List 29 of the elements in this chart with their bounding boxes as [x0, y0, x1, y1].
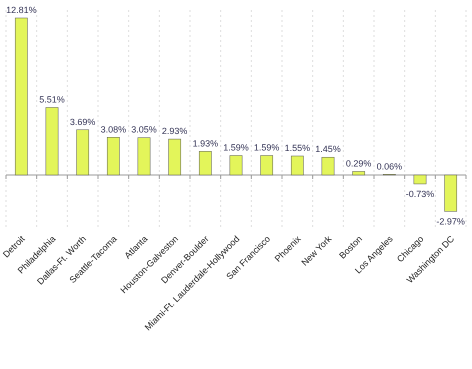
data-label: 1.45%: [315, 144, 341, 154]
bar: [198, 151, 212, 176]
data-label: 3.69%: [70, 116, 96, 127]
data-label: 2.93%: [162, 126, 188, 136]
data-label: 1.59%: [223, 142, 249, 153]
data-label: 12.81%: [6, 5, 37, 15]
bar: [414, 174, 426, 184]
data-label: 0.06%: [376, 161, 402, 172]
data-label: 1.59%: [254, 142, 280, 153]
bar: [106, 137, 120, 176]
data-label: -2.97%: [436, 216, 465, 226]
bar: [138, 137, 150, 176]
data-label: 1.55%: [284, 143, 310, 154]
data-label: 0.29%: [346, 158, 372, 168]
bar: [290, 156, 304, 176]
data-label: 5.51%: [39, 94, 65, 104]
bar: [76, 130, 90, 176]
data-label: 1.93%: [192, 138, 218, 148]
bar: [352, 171, 366, 176]
bar: [14, 18, 28, 176]
bar: [46, 107, 58, 176]
bar: [260, 155, 274, 176]
bar: [322, 156, 334, 176]
data-label: -0.73%: [406, 188, 434, 199]
data-label: 3.08%: [100, 124, 126, 134]
bar: [230, 155, 242, 176]
bar: [444, 174, 458, 212]
data-label: 3.05%: [131, 124, 157, 135]
bar: [168, 138, 182, 176]
